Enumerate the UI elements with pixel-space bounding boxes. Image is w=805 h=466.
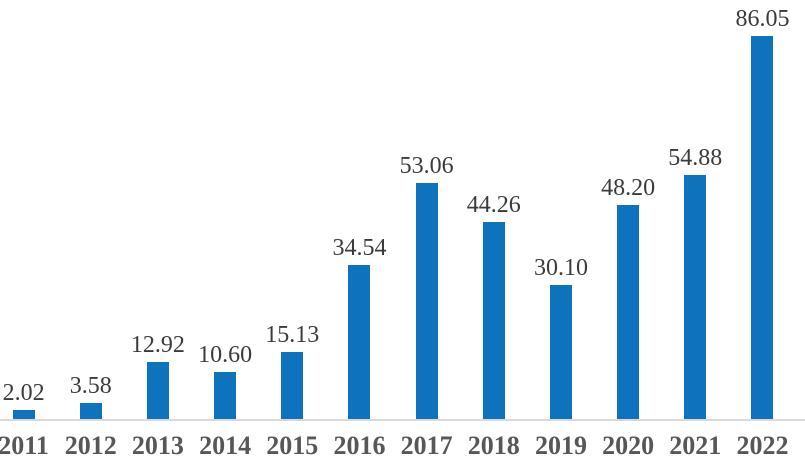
bar-column-2012: 3.58 <box>57 373 124 419</box>
bar-column-2017: 53.06 <box>393 153 460 419</box>
value-label: 15.13 <box>265 322 320 348</box>
bar-column-2015: 15.13 <box>259 322 326 419</box>
x-axis-label: 2013 <box>131 431 184 460</box>
x-axis-label: 2022 <box>736 431 789 460</box>
x-axis-label: 2021 <box>669 431 722 460</box>
x-axis-line <box>0 419 805 421</box>
bar <box>751 36 774 419</box>
bar <box>617 205 640 419</box>
value-label: 34.54 <box>332 235 387 261</box>
bar <box>12 410 35 419</box>
bar-column-2011: 2.02 <box>0 380 57 419</box>
x-axis-label: 2012 <box>64 431 117 460</box>
x-axis-label: 2018 <box>467 431 520 460</box>
bar-column-2020: 48.20 <box>595 175 662 419</box>
bar <box>684 175 707 419</box>
bar <box>415 183 438 419</box>
value-label: 86.05 <box>735 6 790 32</box>
x-axis-label: 2019 <box>534 431 587 460</box>
x-axis-label: 2017 <box>400 431 453 460</box>
bar <box>281 352 304 419</box>
value-label: 44.26 <box>466 192 521 218</box>
bar <box>482 222 505 419</box>
x-axis-label: 2015 <box>266 431 319 460</box>
x-axis-label: 2020 <box>602 431 655 460</box>
value-label: 30.10 <box>533 255 588 281</box>
value-label: 53.06 <box>399 153 454 179</box>
x-axis-label: 2014 <box>199 431 252 460</box>
bar <box>146 362 169 419</box>
value-label: 12.92 <box>130 332 185 358</box>
bar-column-2016: 34.54 <box>326 235 393 419</box>
bar-column-2014: 10.60 <box>192 342 259 419</box>
value-label: 3.58 <box>69 373 112 399</box>
value-label: 54.88 <box>668 145 723 171</box>
bar-column-2019: 30.10 <box>527 255 594 419</box>
bar <box>214 372 237 419</box>
bar-column-2022: 86.05 <box>729 6 796 419</box>
x-axis-labels: 2011 2012 2013 2014 2015 2016 2017 2018 2019 2020… <box>0 433 796 459</box>
bar-column-2013: 12.92 <box>124 332 191 419</box>
value-label: 48.20 <box>601 175 656 201</box>
bar <box>348 265 371 419</box>
plot-area: 2.02 3.58 12.92 10.60 15.13 34.54 53.06 44.26 30… <box>0 6 796 419</box>
bar-column-2018: 44.26 <box>460 192 527 419</box>
x-axis-label: 2016 <box>333 431 386 460</box>
value-label: 2.02 <box>2 380 45 406</box>
bar <box>549 285 572 419</box>
bar-column-2021: 54.88 <box>662 145 729 419</box>
value-label: 10.60 <box>198 342 253 368</box>
bar <box>79 403 102 419</box>
x-axis-label: 2011 <box>0 431 49 460</box>
